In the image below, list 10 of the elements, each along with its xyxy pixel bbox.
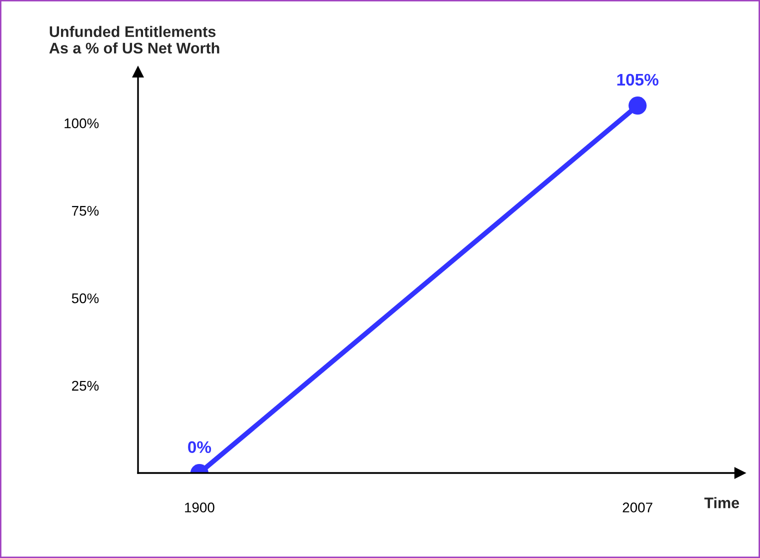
x-tick-label: 1900 <box>185 502 214 512</box>
y-tick-label: 100% <box>64 118 99 128</box>
y-tick-label: 75% <box>72 206 99 216</box>
data-label: 105% <box>617 74 658 86</box>
x-tick-label: 2007 <box>622 502 652 512</box>
x-axis-title: Time <box>704 497 740 508</box>
y-axis-title: Unfunded Entitlements As a % of US Net Worth <box>49 26 220 54</box>
y-tick-label: 50% <box>72 293 99 304</box>
y-tick-label: 25% <box>72 380 99 391</box>
data-label: 0% <box>188 441 212 454</box>
